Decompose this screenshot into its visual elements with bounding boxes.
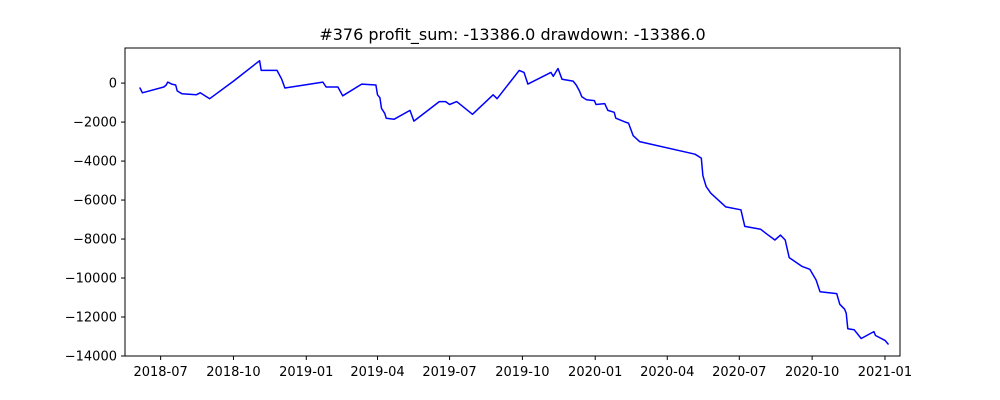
y-tick-label: −14000 xyxy=(65,350,117,365)
series-line xyxy=(139,59,889,345)
y-tick-label: −10000 xyxy=(65,272,117,287)
y-tick-label: 0 xyxy=(109,77,117,92)
x-tick-label: 2018-10 xyxy=(206,365,260,380)
plot-area-frame xyxy=(124,47,901,357)
y-axis: 0 −2000 −4000 −6000 −8000 −10000 −12000 −14000 xyxy=(65,77,125,365)
x-tick-label: 2019-07 xyxy=(422,365,476,380)
x-tick-label: 2018-07 xyxy=(133,365,187,380)
x-tick-label: 2019-04 xyxy=(350,365,404,380)
x-tick-label: 2021-01 xyxy=(858,365,912,380)
y-tick-label: −6000 xyxy=(73,194,117,209)
x-tick-label: 2020-10 xyxy=(785,365,839,380)
x-tick-label: 2019-10 xyxy=(495,365,549,380)
x-tick-label: 2019-01 xyxy=(279,365,333,380)
x-tick-label: 2020-07 xyxy=(712,365,766,380)
y-tick-label: −12000 xyxy=(65,311,117,326)
y-tick-label: −4000 xyxy=(73,155,117,170)
x-tick-label: 2020-01 xyxy=(568,365,622,380)
y-tick-label: −8000 xyxy=(73,233,117,248)
x-tick-label: 2020-04 xyxy=(640,365,694,380)
series-layer xyxy=(139,59,889,345)
chart-title: #376 profit_sum: -13386.0 drawdown: -133… xyxy=(319,25,705,45)
y-tick-label: −2000 xyxy=(73,116,117,131)
x-axis: 2018-07 2018-10 2019-01 2019-04 2019-07 2019-… xyxy=(133,356,912,380)
